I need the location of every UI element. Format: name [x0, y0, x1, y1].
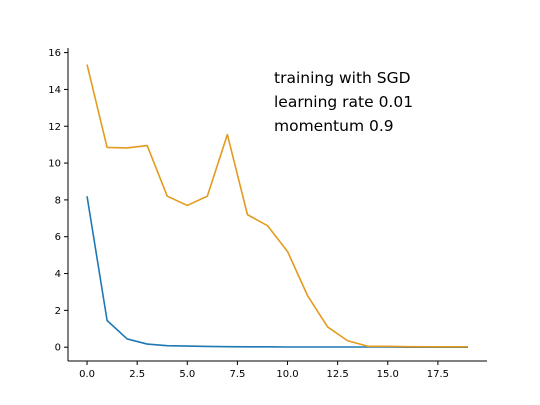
y-tick-label: 12 [48, 122, 61, 133]
y-tick-label: 10 [48, 159, 61, 170]
y-tick-label: 4 [55, 269, 61, 280]
y-tick-label: 2 [55, 306, 61, 317]
annotation-line-2: learning rate 0.01 [274, 93, 413, 111]
x-tick-label: 10.0 [276, 369, 298, 380]
series-line-1 [86, 196, 468, 348]
chart-annotation: training with SGD learning rate 0.01 mom… [274, 69, 413, 135]
y-tick-label: 0 [55, 343, 61, 354]
series-line-2 [86, 64, 468, 348]
annotation-line-3: momentum 0.9 [274, 117, 394, 135]
x-tick-label: 15.0 [377, 369, 399, 380]
x-tick-label: 0.0 [79, 369, 95, 380]
y-tick-label: 16 [48, 48, 61, 59]
x-tick-label: 2.5 [129, 369, 145, 380]
y-tick-label: 6 [55, 232, 61, 243]
x-tick-label: 17.5 [427, 369, 449, 380]
plot-area: 0.0 2.5 5.0 7.5 10.0 12.5 15.0 17.5 0 2 4 6 8 10 12 14 1… [48, 48, 487, 380]
x-tick-label: 7.5 [229, 369, 245, 380]
x-tick-label: 5.0 [179, 369, 195, 380]
y-tick-label: 14 [48, 85, 61, 96]
y-tick-label: 8 [55, 195, 61, 206]
annotation-line-1: training with SGD [274, 69, 411, 87]
x-tick-label: 12.5 [327, 369, 349, 380]
